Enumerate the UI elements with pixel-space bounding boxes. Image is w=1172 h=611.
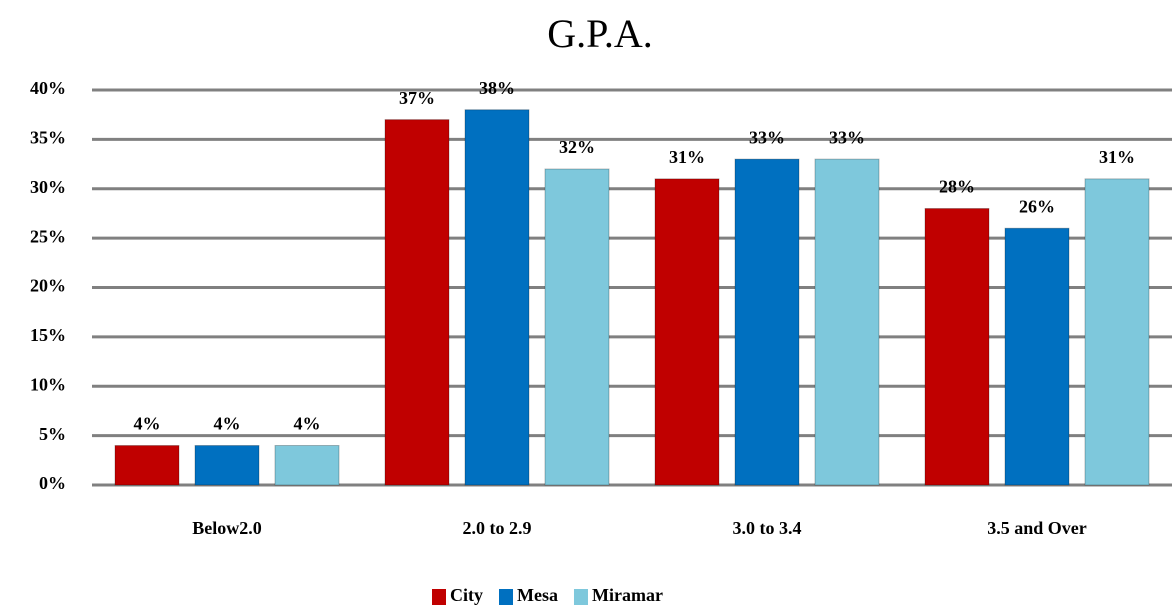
legend-label: Miramar — [592, 585, 663, 605]
x-tick-label: 3.0 to 3.4 — [733, 518, 802, 538]
data-label: 37% — [399, 88, 435, 108]
data-label: 32% — [559, 137, 595, 157]
data-label: 26% — [1019, 196, 1055, 216]
x-tick-label: 3.5 and Over — [987, 518, 1087, 538]
y-tick-label: 35% — [30, 128, 66, 148]
bar — [544, 168, 610, 486]
y-tick-label: 10% — [30, 374, 66, 394]
y-tick-label: 20% — [30, 276, 66, 296]
y-tick-label: 25% — [30, 226, 66, 246]
bar — [814, 158, 880, 486]
legend-label: City — [450, 585, 483, 605]
legend-swatch — [499, 589, 513, 605]
y-tick-label: 40% — [30, 78, 66, 98]
y-tick-label: 5% — [39, 424, 66, 444]
chart-title: G.P.A. — [547, 11, 653, 56]
data-label: 33% — [749, 127, 785, 147]
x-tick-label: 2.0 to 2.9 — [463, 518, 532, 538]
bar — [464, 109, 530, 486]
bar — [194, 445, 260, 486]
data-label: 38% — [479, 78, 515, 98]
data-label: 4% — [134, 414, 161, 434]
bar — [924, 208, 990, 486]
data-label: 33% — [829, 127, 865, 147]
legend-swatch — [573, 589, 588, 605]
data-label: 31% — [1099, 147, 1135, 167]
bar — [654, 178, 720, 486]
legend-swatch — [432, 589, 446, 605]
bar — [274, 445, 340, 486]
bar — [384, 119, 450, 486]
x-tick-label: Below2.0 — [192, 518, 262, 538]
data-label: 4% — [214, 414, 241, 434]
y-tick-label: 0% — [39, 473, 66, 493]
bar — [1004, 227, 1070, 486]
y-tick-label: 15% — [30, 325, 66, 345]
data-label: 4% — [294, 414, 321, 434]
legend-label: Mesa — [517, 585, 558, 605]
bar — [114, 445, 180, 486]
bar — [734, 158, 800, 486]
y-tick-label: 30% — [30, 177, 66, 197]
data-label: 28% — [939, 177, 975, 197]
data-label: 31% — [669, 147, 705, 167]
bar — [1084, 178, 1150, 486]
